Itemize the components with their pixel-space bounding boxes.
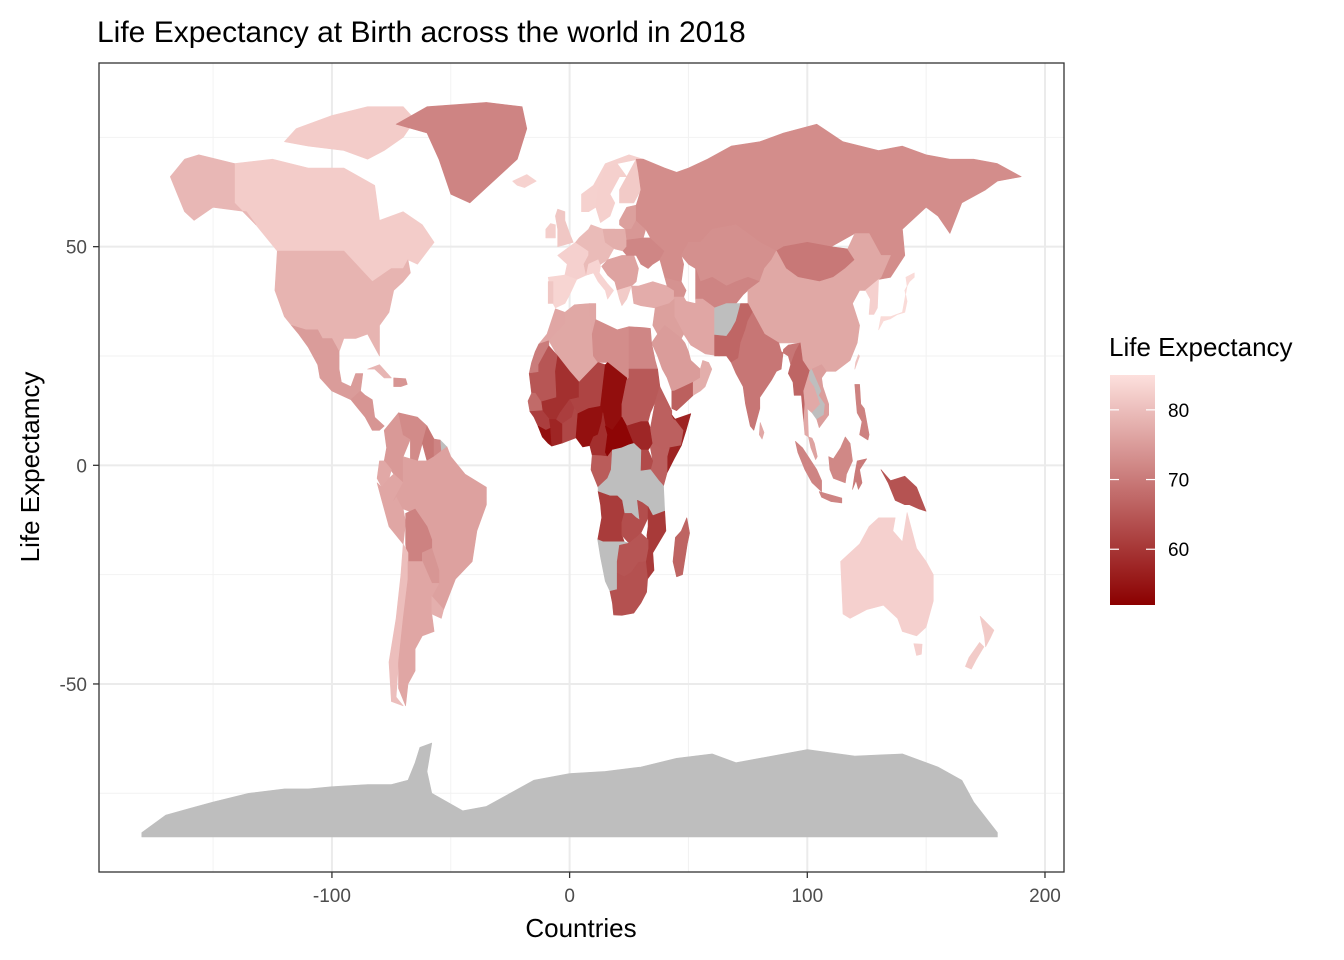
region-vietnam — [811, 364, 830, 429]
region-cote-d-ivoire — [549, 419, 563, 447]
region-hispaniola — [393, 377, 408, 387]
region-uruguay — [431, 596, 444, 619]
y-tick-label: 50 — [66, 238, 87, 259]
region-ireland — [545, 223, 556, 239]
region-antarctica — [141, 742, 998, 838]
legend-tick-label: 70 — [1168, 471, 1189, 492]
region-greece — [616, 285, 632, 307]
x-axis-title: Countries — [525, 913, 636, 943]
region-taiwan — [854, 354, 860, 370]
region-sumatra — [795, 440, 822, 492]
region-australia — [840, 512, 934, 637]
region-spain — [547, 274, 578, 309]
region-borneo — [828, 436, 853, 484]
chart-title: Life Expectancy at Birth across the worl… — [97, 16, 746, 49]
region-cuba — [367, 364, 392, 379]
x-tick-label: -100 — [313, 886, 351, 907]
map-regions — [141, 102, 1022, 838]
y-axis-title: Life Expectamcy — [15, 372, 45, 563]
region-south-africa — [609, 561, 648, 616]
legend-colorbar — [1110, 375, 1155, 605]
region-korea — [865, 279, 879, 315]
plot-panel — [98, 62, 1065, 873]
region-sweden — [595, 163, 628, 223]
legend-tick-label: 80 — [1168, 401, 1189, 422]
region-sulawesi — [852, 458, 868, 490]
region-argentina — [398, 561, 440, 707]
region-angola — [597, 491, 625, 543]
region-new-zealand-north — [979, 615, 995, 648]
region-japan — [878, 272, 915, 331]
region-mexico — [291, 325, 364, 401]
region-java — [818, 491, 843, 504]
region-central-america — [350, 390, 385, 431]
region-madagascar — [672, 517, 690, 578]
region-portugal — [547, 281, 554, 304]
x-tick-label: 100 — [791, 886, 823, 907]
legend-ticks: 60 70 80 — [1110, 401, 1189, 561]
x-tick-label: 200 — [1029, 886, 1061, 907]
region-new-guinea — [880, 469, 927, 512]
legend-tick-label: 60 — [1168, 540, 1189, 561]
y-axis: -50 0 50 — [60, 238, 99, 696]
legend-title: Life Expectancy — [1109, 332, 1293, 362]
region-alaska — [170, 154, 257, 226]
region-italy — [585, 259, 614, 300]
y-tick-label: -50 — [60, 675, 87, 696]
x-axis: -100 0 100 200 — [313, 872, 1061, 907]
region-greenland — [395, 102, 528, 204]
y-tick-label: 0 — [76, 456, 87, 477]
region-sri-lanka — [758, 422, 765, 440]
region-iceland — [512, 174, 537, 188]
region-canadian-arctic-islands — [284, 106, 416, 160]
legend: Life Expectancy 60 70 80 — [1109, 332, 1293, 605]
region-malaysia-peninsula — [808, 436, 818, 460]
panel-border — [98, 62, 1065, 873]
region-philippines — [854, 384, 870, 441]
region-new-zealand-south — [965, 642, 985, 670]
region-united-kingdom — [555, 208, 574, 247]
region-balkans — [601, 255, 639, 291]
region-tasmania — [913, 643, 923, 656]
region-oman — [692, 360, 713, 396]
x-tick-label: 0 — [564, 886, 575, 907]
